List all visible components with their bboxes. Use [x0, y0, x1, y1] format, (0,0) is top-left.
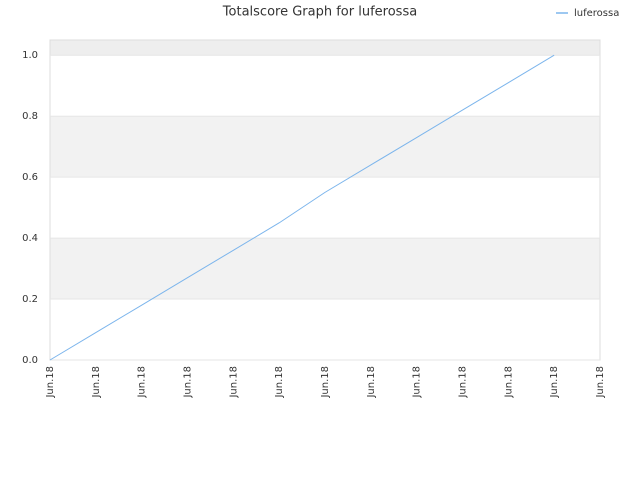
x-tick-label: Jun.18 — [91, 366, 102, 399]
x-tick-label: Jun.18 — [183, 366, 194, 399]
chart-title: Totalscore Graph for luferossa — [222, 5, 417, 20]
x-tick-label: Jun.18 — [274, 366, 285, 399]
x-tick-label: Jun.18 — [595, 366, 606, 399]
band — [50, 40, 600, 56]
x-tick-label: Jun.18 — [320, 366, 331, 399]
x-tick-label: Jun.18 — [503, 366, 514, 399]
x-tick-label: Jun.18 — [458, 366, 469, 399]
line — [49, 54, 555, 361]
y-tick-label: 1.0 — [22, 50, 38, 61]
y-tick-label: 0.2 — [22, 294, 38, 305]
y-tick-label: 0.8 — [22, 111, 38, 122]
x-tick-label: Jun.18 — [137, 366, 148, 399]
y-tick-label: 0.4 — [22, 233, 38, 244]
band — [50, 238, 600, 300]
band — [50, 116, 600, 178]
legend-label: luferossa — [574, 8, 619, 19]
x-tick-label: Jun.18 — [549, 366, 560, 399]
y-tick-label: 0.6 — [22, 172, 38, 183]
x-tick-label: Jun.18 — [228, 366, 239, 399]
x-tick-label: Jun.18 — [366, 366, 377, 399]
plot-border — [49, 39, 601, 361]
x-tick-label: Jun.18 — [412, 366, 423, 399]
x-tick-label: Jun.18 — [45, 366, 56, 399]
y-tick-label: 0.0 — [22, 355, 38, 366]
